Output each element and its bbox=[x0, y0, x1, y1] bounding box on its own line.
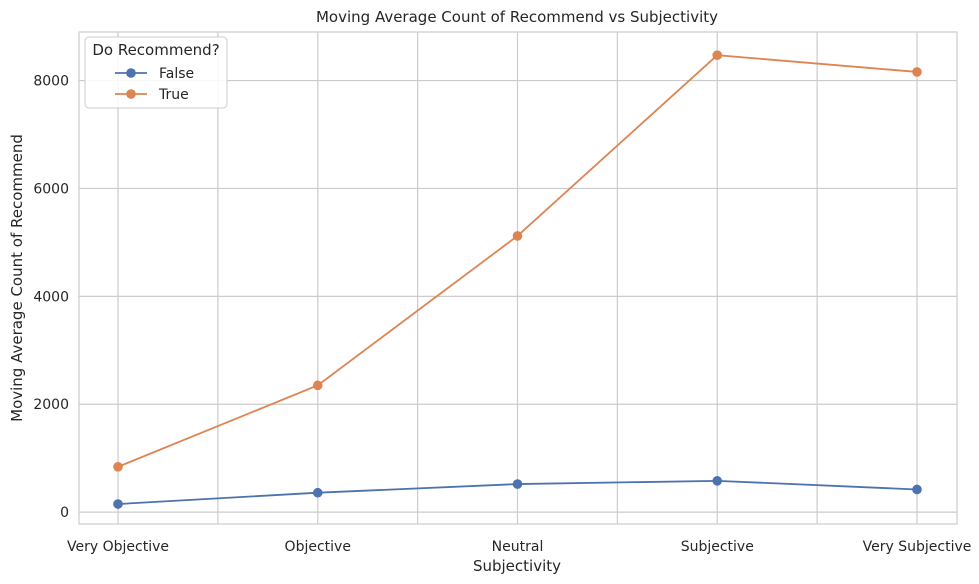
data-point-true bbox=[912, 67, 922, 77]
series bbox=[113, 50, 922, 509]
chart-title: Moving Average Count of Recommend vs Sub… bbox=[316, 8, 718, 26]
legend-marker-true bbox=[126, 89, 136, 99]
data-point-false bbox=[912, 484, 922, 495]
y-tick-label: 8000 bbox=[33, 74, 69, 90]
data-point-true bbox=[312, 380, 323, 391]
legend-label-true: True bbox=[158, 87, 189, 103]
x-tick-label: Objective bbox=[285, 539, 351, 555]
x-tick-label: Neutral bbox=[492, 539, 544, 555]
data-point-false bbox=[113, 499, 123, 509]
legend-label-false: False bbox=[159, 66, 194, 82]
x-tick-label: Very Subjective bbox=[863, 539, 972, 555]
y-tick-label: 6000 bbox=[33, 181, 69, 197]
grid bbox=[79, 32, 957, 524]
legend-marker-false bbox=[126, 68, 136, 78]
legend-box bbox=[84, 36, 228, 109]
y-axis-title: Moving Average Count of Recommend bbox=[8, 134, 26, 422]
y-tick-label: 2000 bbox=[33, 397, 69, 413]
data-point-false bbox=[312, 487, 323, 498]
data-point-true bbox=[512, 231, 523, 241]
y-tick-label: 0 bbox=[60, 505, 69, 521]
data-point-false bbox=[512, 479, 523, 489]
data-point-true bbox=[712, 50, 723, 60]
x-tick-label: Very Objective bbox=[67, 539, 169, 555]
x-tick-label: Subjective bbox=[681, 539, 754, 555]
data-point-false bbox=[712, 476, 723, 486]
plot-frame bbox=[78, 31, 958, 525]
x-axis-title: Subjectivity bbox=[473, 557, 561, 575]
y-tick-label: 4000 bbox=[33, 289, 69, 305]
tick-labels: 0 2000 4000 6000 8000 Very Objective Objective… bbox=[33, 74, 971, 555]
legend-title: Do Recommend? bbox=[92, 41, 219, 59]
legend: Do Recommend? False True bbox=[84, 36, 228, 109]
data-point-true bbox=[113, 462, 123, 472]
